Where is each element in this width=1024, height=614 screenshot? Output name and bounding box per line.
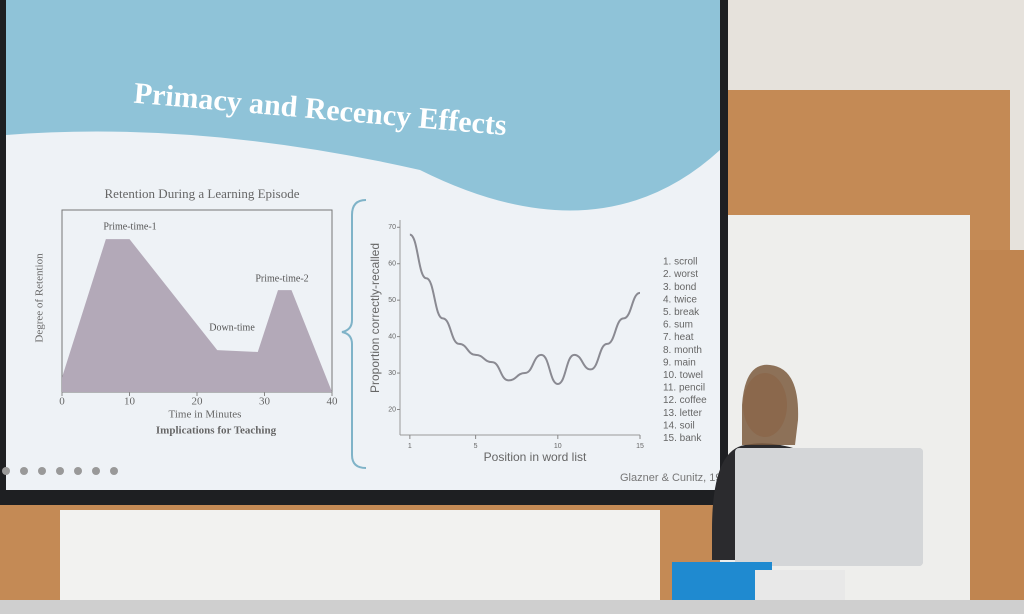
- y-tick-label: 60: [388, 261, 396, 268]
- word: 10. towel: [663, 370, 703, 381]
- area: [62, 239, 332, 392]
- slide-header: [6, 0, 720, 211]
- y-tick-label: 70: [388, 224, 396, 231]
- annotation: Down-time: [209, 322, 255, 333]
- word: 6. sum: [663, 320, 693, 331]
- x-axis-label: Time in Minutes: [169, 409, 242, 421]
- toolbar: [2, 467, 118, 475]
- word: 11. pencil: [663, 383, 705, 394]
- x-tick-label: 5: [474, 443, 478, 450]
- word: 5. break: [663, 307, 700, 318]
- y-tick-label: 20: [388, 406, 396, 413]
- y-axis-label: Degree of Retention: [34, 253, 46, 343]
- word: 3. bond: [663, 282, 696, 293]
- y-tick-label: 30: [388, 370, 396, 377]
- word: 13. letter: [663, 408, 703, 419]
- wood-panel: [965, 250, 1024, 614]
- citation: Glazner & Cunitz, 19: [620, 472, 722, 484]
- y-axis-label: Proportion correctly-recalled: [368, 243, 382, 393]
- x-tick-label: 10: [124, 396, 136, 408]
- word: 15. bank: [663, 433, 702, 444]
- word: 7. heat: [663, 332, 694, 343]
- word: 2. worst: [663, 269, 698, 280]
- x-axis-label: Position in word list: [484, 450, 587, 464]
- word: 14. soil: [663, 420, 695, 431]
- x-tick-label: 30: [259, 396, 271, 408]
- x-tick-label: 15: [636, 443, 644, 450]
- x-tick-label: 40: [327, 396, 339, 408]
- annotation: Prime-time-2: [255, 273, 308, 284]
- word: 1. scroll: [663, 257, 697, 268]
- x-tick-label: 1: [408, 443, 412, 450]
- word: 12. coffee: [663, 395, 707, 406]
- annotation: Prime-time-1: [103, 221, 156, 232]
- word: 8. month: [663, 345, 702, 356]
- brace: [341, 199, 367, 469]
- line: [409, 233, 641, 385]
- desk: [0, 600, 1024, 614]
- word: 9. main: [663, 357, 696, 368]
- x-tick-label: 0: [59, 396, 65, 408]
- chart-title: Retention During a Learning Episode: [105, 186, 300, 201]
- laptop-screen: [735, 448, 923, 566]
- x-tick-label: 10: [554, 443, 562, 450]
- y-tick-label: 50: [388, 297, 396, 304]
- x-tick-label: 20: [192, 396, 204, 408]
- lower-whiteboard: [60, 510, 660, 610]
- presenter-hair: [742, 364, 799, 445]
- y-tick-label: 40: [388, 333, 396, 340]
- caption: Implications for Teaching: [156, 425, 277, 437]
- word: 4. twice: [663, 294, 697, 305]
